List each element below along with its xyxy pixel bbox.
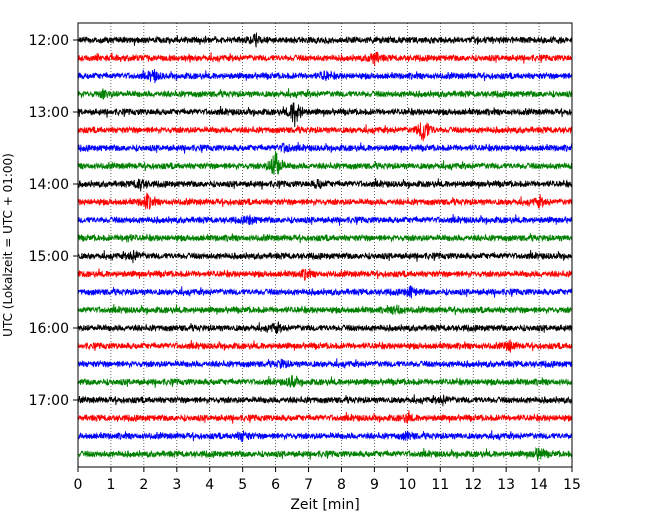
x-tick-label: 1 [106, 477, 115, 493]
traces [77, 32, 573, 461]
trace-1530 [77, 285, 573, 299]
x-tick-label: 4 [205, 477, 214, 493]
x-tick-label: 11 [431, 477, 449, 493]
trace-1730 [77, 430, 573, 443]
y-tick-label: 14:00 [29, 177, 69, 193]
x-tick-label: 5 [238, 477, 247, 493]
trace-1600 [77, 321, 573, 335]
trace-1330 [77, 141, 573, 154]
trace-1545 [77, 303, 573, 316]
trace-1215 [77, 51, 573, 67]
x-axis-label: Zeit [min] [290, 497, 359, 513]
x-tick-label: 14 [530, 477, 548, 493]
trace-1300 [77, 102, 573, 128]
y-tick-label: 17:00 [29, 393, 69, 409]
trace-1715 [77, 410, 573, 424]
trace-1315 [77, 122, 573, 142]
y-tick-label: 12:00 [29, 33, 69, 49]
x-tick-label: 0 [74, 477, 83, 493]
x-tick-label: 8 [337, 477, 346, 493]
x-tick-label: 7 [304, 477, 313, 493]
trace-1400 [77, 177, 573, 192]
y-tick-label: 16:00 [29, 321, 69, 337]
trace-1615 [77, 339, 573, 353]
y-axis: 12:00 13:00 14:00 15:00 16:00 17:00 [29, 33, 78, 409]
x-tick-label: 2 [139, 477, 148, 493]
trace-1345 [77, 150, 573, 175]
x-axis: 0 1 2 3 4 5 6 7 8 9 10 11 12 13 14 15 [74, 467, 581, 493]
trace-1700 [77, 394, 573, 407]
trace-1515 [77, 268, 573, 281]
trace-1245 [77, 88, 573, 100]
plot-frame [77, 22, 573, 468]
x-tick-label: 6 [271, 477, 280, 493]
x-tick-label: 13 [497, 477, 515, 493]
trace-1745 [77, 446, 573, 461]
trace-1645 [77, 375, 573, 388]
x-tick-label: 9 [370, 477, 379, 493]
trace-1430 [77, 213, 573, 226]
x-tick-label: 3 [172, 477, 181, 493]
y-axis-label: UTC (Lokalzeit = UTC + 01:00) [1, 153, 15, 337]
y-tick-label: 13:00 [29, 105, 69, 121]
grid-lines [110, 23, 540, 467]
x-tick-label: 12 [464, 477, 482, 493]
x-tick-label: 15 [563, 477, 581, 493]
trace-1230 [77, 68, 573, 84]
trace-1445 [77, 233, 573, 244]
x-tick-label: 10 [398, 477, 416, 493]
y-tick-label: 15:00 [29, 249, 69, 265]
trace-1200 [77, 32, 573, 48]
trace-1500 [77, 249, 573, 264]
trace-1415 [77, 192, 573, 211]
trace-1630 [77, 358, 573, 369]
